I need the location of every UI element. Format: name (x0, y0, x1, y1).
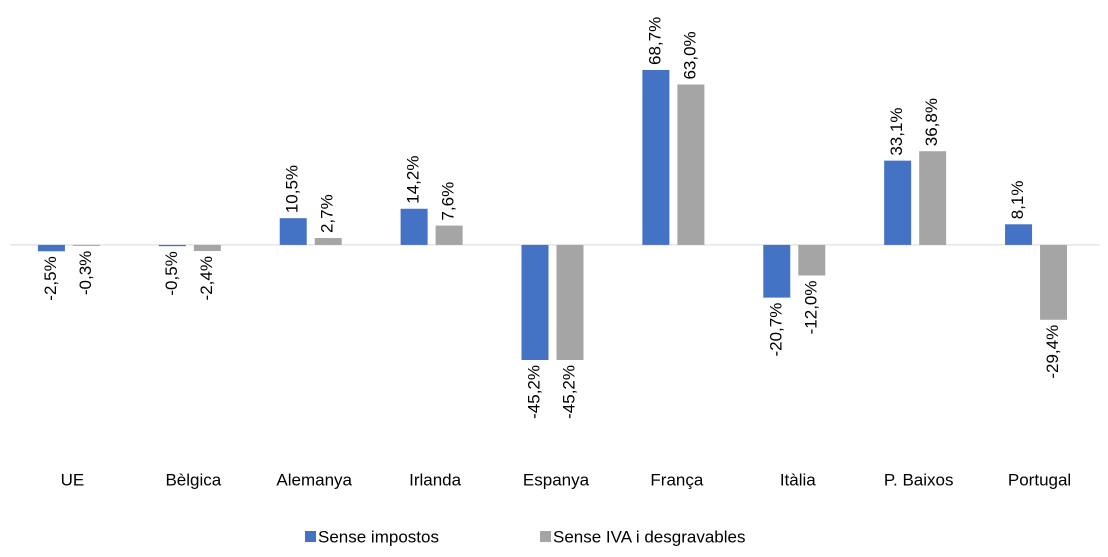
data-label: -29,4% (1043, 325, 1062, 379)
bar (1040, 244, 1068, 320)
x-tick-label: Alemanya (276, 470, 352, 489)
data-label: -12,0% (801, 280, 820, 334)
bar (798, 244, 826, 276)
bar (72, 244, 100, 246)
data-label: 10,5% (283, 165, 302, 213)
x-tick-label: Bèlgica (165, 470, 221, 489)
legend-swatch (305, 531, 316, 542)
bar (884, 160, 912, 245)
x-tick-label: UE (61, 470, 85, 489)
data-label: -2,5% (41, 256, 60, 300)
legend-swatch (540, 531, 551, 542)
bar (193, 244, 221, 252)
bar (400, 208, 428, 245)
bar (556, 244, 584, 360)
bar (314, 238, 342, 245)
x-tick-label: Itàlia (780, 470, 816, 489)
bar (763, 244, 791, 298)
bar (158, 244, 186, 247)
bar (677, 84, 705, 245)
data-label: -45,2% (559, 365, 578, 419)
bar (521, 244, 549, 360)
x-tick-label: Espanya (523, 470, 590, 489)
bar (37, 244, 65, 252)
bar (1005, 224, 1033, 245)
data-label: -0,5% (162, 251, 181, 295)
data-label: 36,8% (922, 98, 941, 146)
bar (435, 225, 463, 245)
bar (279, 218, 307, 245)
legend-label: Sense impostos (318, 527, 439, 546)
data-label: 68,7% (645, 17, 664, 65)
bar (642, 70, 670, 245)
data-label: 8,1% (1008, 181, 1027, 220)
bar (919, 151, 947, 245)
data-label: -20,7% (766, 303, 785, 357)
data-label: -45,2% (524, 365, 543, 419)
data-label: -0,3% (76, 251, 95, 295)
data-label: 7,6% (439, 182, 458, 221)
data-label: 2,7% (318, 194, 337, 233)
x-tick-label: Irlanda (409, 470, 462, 489)
x-tick-label: Portugal (1008, 470, 1071, 489)
x-tick-label: P. Baixos (884, 470, 954, 489)
data-label: 33,1% (887, 107, 906, 155)
x-tick-label: França (650, 470, 703, 489)
data-label: 14,2% (404, 156, 423, 204)
data-label: 63,0% (680, 31, 699, 79)
data-label: -2,4% (197, 256, 216, 300)
legend-label: Sense IVA i desgravables (553, 527, 745, 546)
